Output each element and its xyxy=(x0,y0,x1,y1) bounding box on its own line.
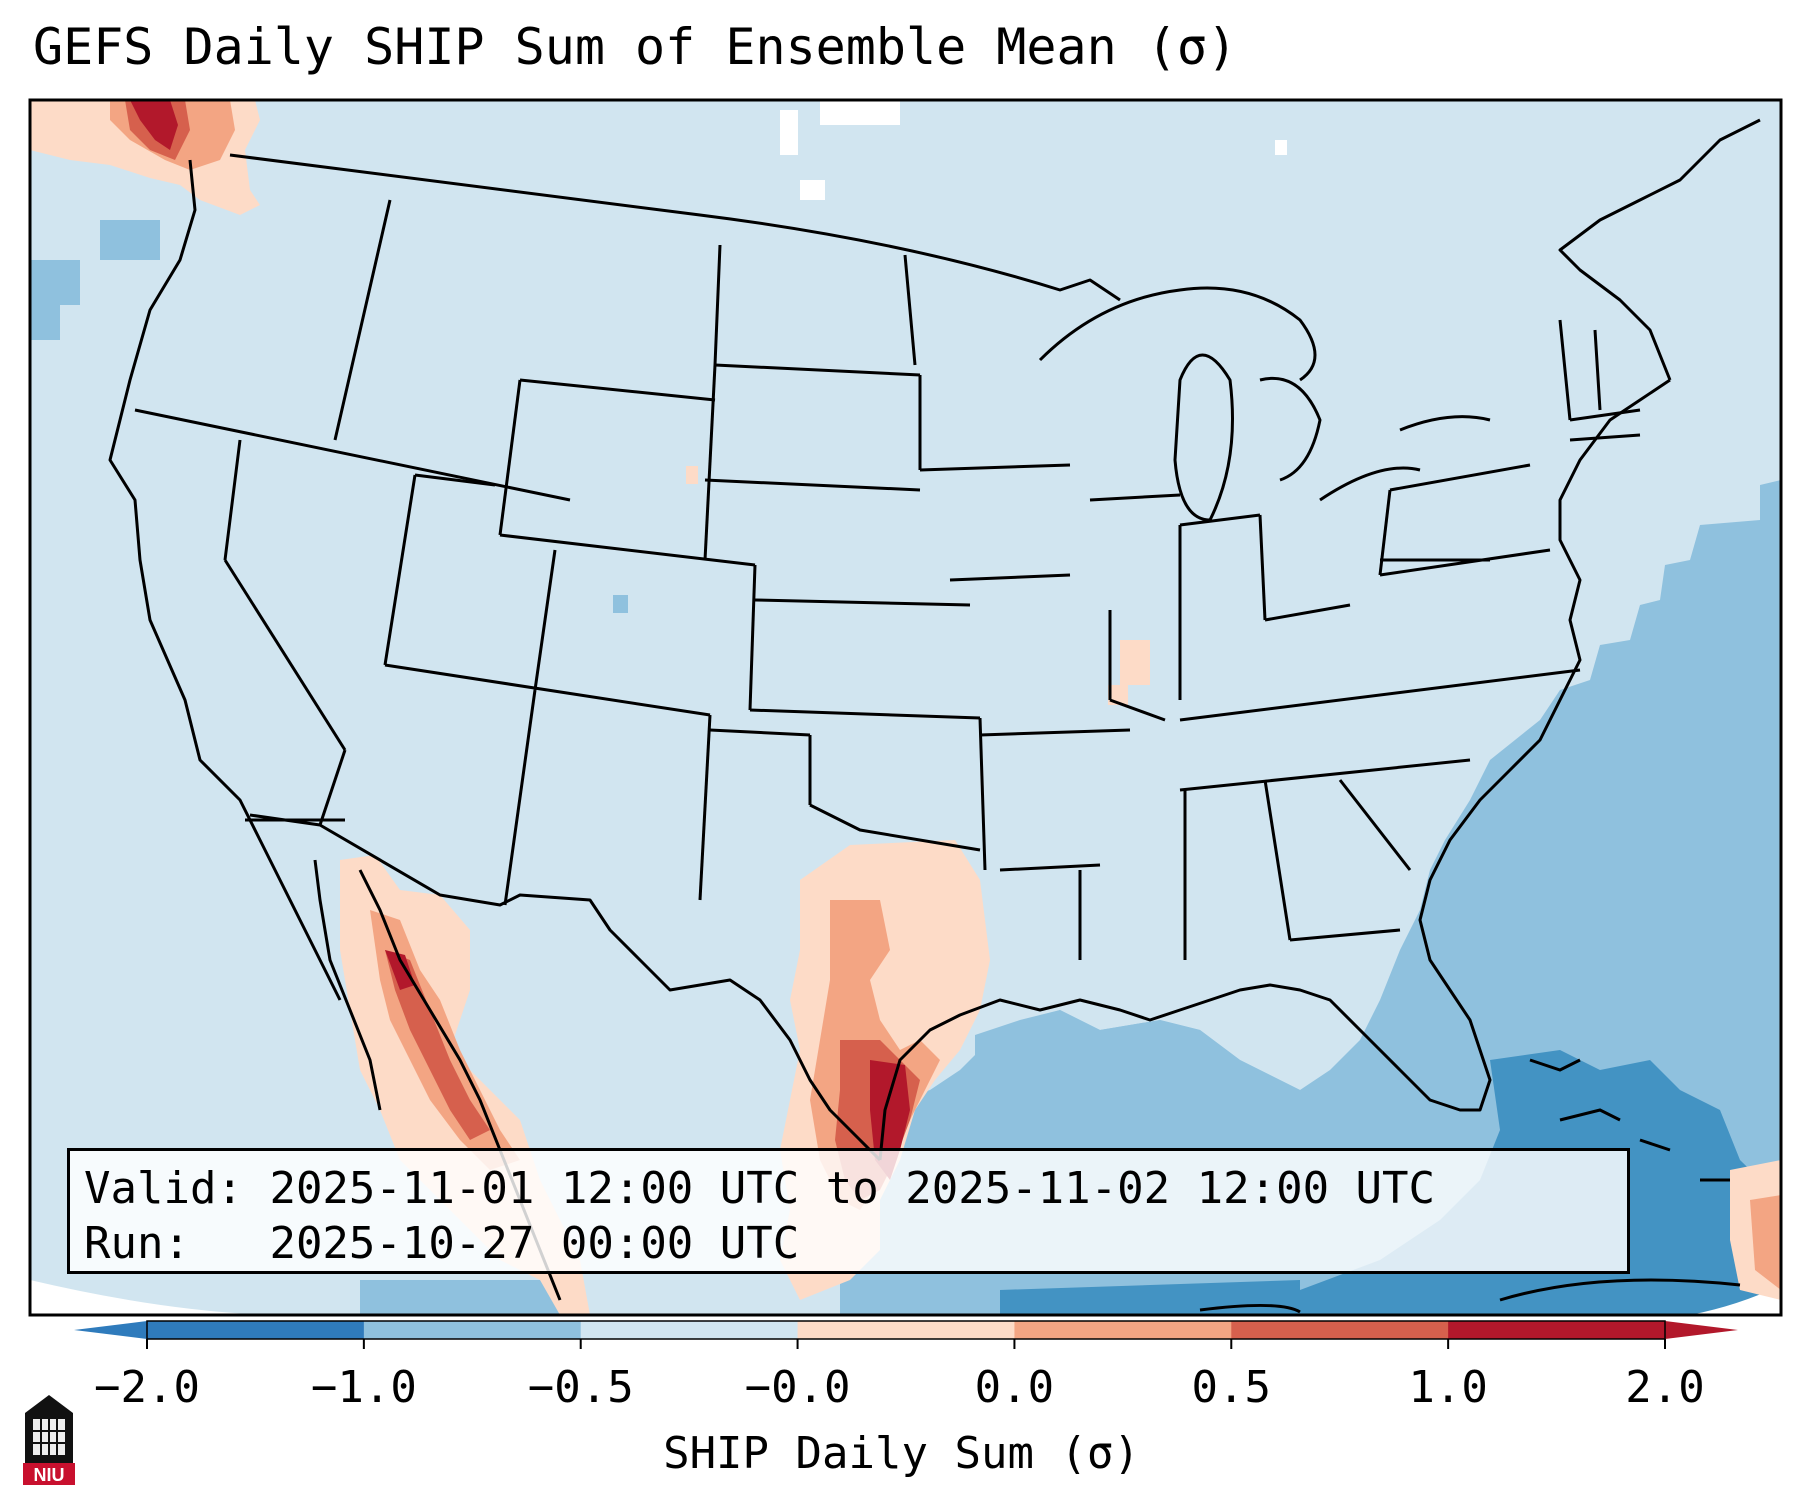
colorbar-segment xyxy=(580,1321,799,1339)
valid-time-range: 2025-11-01 12:00 UTC to 2025-11-02 12:00… xyxy=(269,1163,1436,1214)
colorbar xyxy=(74,1320,1738,1349)
colorbar-segment xyxy=(1231,1321,1449,1339)
map-title: GEFS Daily SHIP Sum of Ensemble Mean (σ) xyxy=(33,18,1238,76)
colorbar-tick-label: 0.0 xyxy=(974,1362,1055,1413)
colorbar-tick-label: 2.0 xyxy=(1625,1362,1705,1413)
colorbar-label: SHIP Daily Sum (σ) xyxy=(663,1428,1140,1479)
caribbean-islands xyxy=(1199,1058,1741,1314)
run-time: 2025-10-27 00:00 UTC xyxy=(269,1218,800,1269)
colorbar-tick-label: −0.0 xyxy=(744,1362,851,1413)
pacific-southwest-negative-region xyxy=(360,1280,560,1315)
colorbar-segment xyxy=(797,1321,1015,1339)
colorbar-tick-label: −1.0 xyxy=(310,1362,417,1413)
niu-logo: NIU xyxy=(23,1395,75,1485)
colorbar-high-extension xyxy=(1665,1321,1738,1339)
colorbar-outline xyxy=(146,1320,1666,1340)
map-domain-edge xyxy=(30,1280,330,1315)
colorbar-segment xyxy=(147,1321,365,1339)
map-frame xyxy=(28,98,1783,1317)
colorbar-tick-label: −2.0 xyxy=(94,1362,200,1413)
colorbar-segment xyxy=(363,1321,582,1339)
colorbar-segment xyxy=(1448,1321,1666,1339)
mexico-west-strong-region xyxy=(385,950,490,1140)
niu-logo-text: NIU xyxy=(34,1465,65,1485)
colorbar-tick-label: −0.5 xyxy=(527,1362,634,1413)
valid-label: Valid: xyxy=(84,1163,243,1214)
colorbar-tick-label: 0.5 xyxy=(1191,1362,1272,1413)
valid-run-info-box: Valid: 2025-11-01 12:00 UTC to 2025-11-0… xyxy=(67,1148,1630,1274)
map-domain-edge-right xyxy=(1690,1285,1781,1315)
run-label: Run: xyxy=(84,1218,190,1269)
state-boundaries xyxy=(108,118,1761,1301)
colorbar-low-extension xyxy=(74,1321,147,1339)
pacific-northwest-max-region xyxy=(130,100,178,150)
colorbar-segment xyxy=(1014,1321,1232,1339)
colorbar-tick-label: 1.0 xyxy=(1408,1362,1488,1413)
mexico-west-max-region xyxy=(385,950,415,990)
